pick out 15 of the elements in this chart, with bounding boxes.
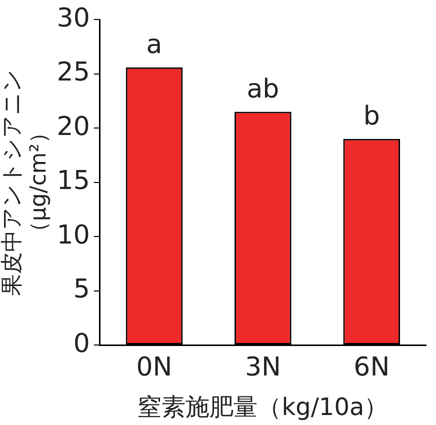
y-tick-label: 25 <box>56 58 90 88</box>
y-tick-label: 5 <box>73 274 90 305</box>
y-axis-title: 果皮中アントシアニン（μg/cm²） <box>0 68 52 296</box>
y-tick-label: 20 <box>56 112 90 142</box>
x-axis-title: 窒素施肥量（kg/10a） <box>138 392 388 421</box>
annotation: ab <box>246 74 280 105</box>
y-tick-label: 30 <box>56 3 90 34</box>
x-tick-label: 0N <box>136 352 172 382</box>
y-tick-label: 15 <box>56 166 90 196</box>
y-tick-label: 0 <box>73 328 90 359</box>
y-tick-label: 10 <box>56 220 90 250</box>
x-tick-label: 6N <box>354 352 390 382</box>
annotation: b <box>363 102 380 132</box>
annotation: a <box>146 30 162 60</box>
x-tick-label: 3N <box>244 352 281 382</box>
